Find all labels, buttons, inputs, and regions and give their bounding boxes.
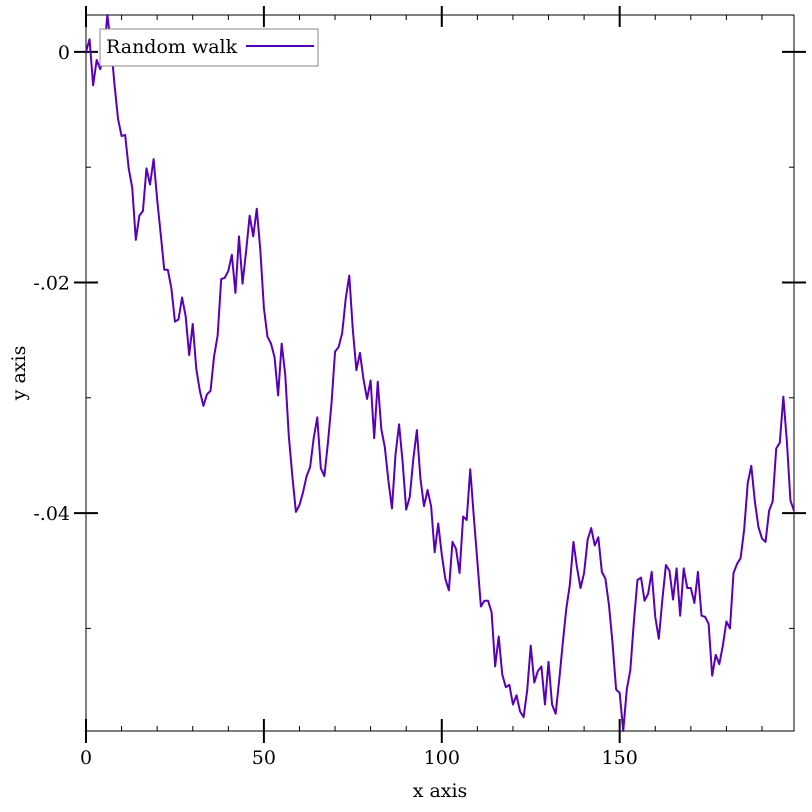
x-tick-label: 50 xyxy=(252,747,276,769)
legend-box xyxy=(99,28,319,67)
axes xyxy=(85,14,795,732)
legend: Random walk xyxy=(99,28,319,67)
series-line xyxy=(85,14,795,732)
plot-frame xyxy=(85,14,795,732)
y-tick-label: -.02 xyxy=(33,272,70,294)
x-tick-label: 150 xyxy=(602,747,638,769)
legend-label: Random walk xyxy=(106,36,238,58)
y-tick-label: 0 xyxy=(58,42,70,64)
x-tick-label: 0 xyxy=(80,747,92,769)
tick-labels: 0 50 100 150 0 -.02 -.04 xyxy=(33,42,637,769)
x-tick-label: 100 xyxy=(424,747,460,769)
ticks xyxy=(74,6,806,743)
y-axis-title: y axis xyxy=(8,346,30,402)
x-axis-title: x axis xyxy=(413,780,468,802)
series xyxy=(85,14,795,732)
y-tick-label: -.04 xyxy=(33,503,70,525)
